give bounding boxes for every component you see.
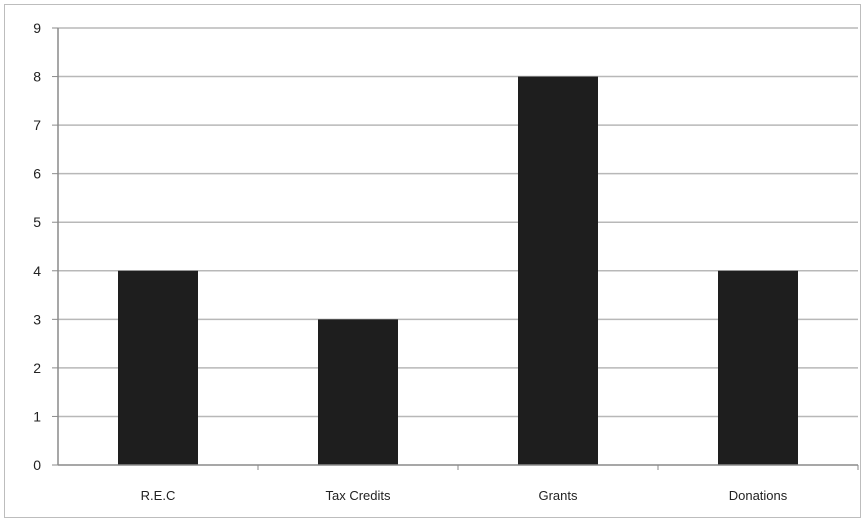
y-tick-label: 1: [33, 408, 41, 424]
y-tick-label: 0: [33, 457, 41, 473]
x-tick-label: Tax Credits: [325, 488, 391, 503]
bar-tax-credits: [318, 319, 398, 465]
x-tick-label: Donations: [729, 488, 788, 503]
y-axis-ticks: 0 1 2 3 4 5 6 7 8 9: [33, 20, 58, 473]
y-tick-label: 7: [33, 117, 41, 133]
y-tick-label: 9: [33, 20, 41, 36]
y-tick-label: 2: [33, 360, 41, 376]
bar-donations: [718, 270, 798, 465]
y-tick-label: 5: [33, 214, 41, 230]
y-tick-label: 8: [33, 69, 41, 85]
x-tick-label: R.E.C: [141, 488, 176, 503]
bar-grants: [518, 76, 598, 466]
x-axis-ticks: R.E.C Tax Credits Grants Donations: [141, 465, 859, 503]
y-tick-label: 6: [33, 166, 41, 182]
bars: [118, 76, 798, 466]
x-tick-label: Grants: [538, 488, 578, 503]
y-tick-label: 4: [33, 263, 41, 279]
y-tick-label: 3: [33, 311, 41, 327]
bar-r-e-c: [118, 270, 198, 465]
